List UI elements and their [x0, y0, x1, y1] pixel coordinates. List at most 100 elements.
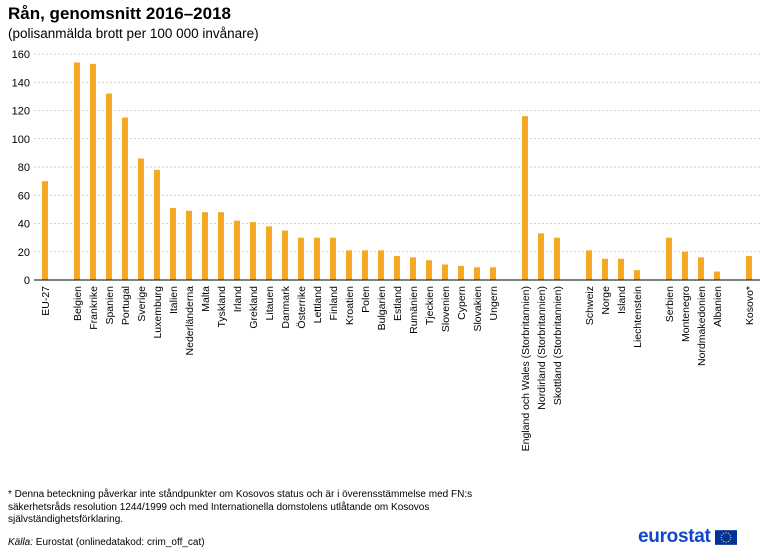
x-tick-label: Luxemburg [152, 286, 164, 339]
x-tick-label: Polen [360, 286, 372, 313]
x-tick-label: Kosovo* [744, 286, 756, 325]
x-tick-label: Portugal [120, 286, 132, 325]
x-tick-label: Albanien [712, 286, 724, 327]
bar [282, 230, 288, 280]
y-tick-label: 80 [18, 162, 30, 174]
x-tick-label: Österrike [296, 286, 308, 329]
x-tick-label: Island [616, 286, 628, 314]
x-tick-label: Tyskland [216, 286, 228, 328]
bar [154, 169, 160, 280]
bar [602, 258, 608, 280]
x-tick-label: Irland [232, 286, 244, 312]
x-tick-label: Belgien [72, 286, 84, 321]
bar [330, 237, 336, 280]
source-note: Källa: Eurostat (onlinedatakod: crim_off… [8, 537, 205, 549]
bar [170, 207, 176, 280]
bar [554, 237, 560, 280]
bar [586, 250, 592, 280]
x-tick-label: Cypern [456, 286, 468, 320]
bar [474, 267, 480, 280]
bar [186, 210, 192, 280]
x-tick-label: Tjeckien [424, 286, 436, 325]
eurostat-logo-text: eurostat [638, 526, 711, 547]
bar [298, 237, 304, 280]
bar [746, 255, 752, 280]
source-text: Eurostat (onlinedatakod: crim_off_cat) [33, 537, 205, 548]
bar [202, 212, 208, 280]
x-tick-label: Sverige [136, 286, 148, 322]
x-tick-label: Italien [168, 286, 180, 314]
bar [106, 93, 112, 280]
x-tick-label: Slovakien [472, 286, 484, 332]
bar [538, 233, 544, 280]
x-tick-label: Nordirland (Storbritannien) [536, 286, 548, 410]
bars [42, 62, 752, 281]
x-tick-label: EU-27 [40, 286, 52, 316]
y-tick-label: 40 [18, 219, 30, 231]
bar [42, 181, 48, 280]
x-tick-label: Slovenien [440, 286, 452, 332]
x-tick-label: England och Wales (Storbritannien) [520, 286, 532, 451]
bar [138, 158, 144, 280]
x-tick-label: Danmark [280, 285, 292, 328]
x-tick-label: Liechtenstein [632, 286, 644, 348]
x-tick-label: Grekland [248, 286, 260, 329]
bar [394, 255, 400, 280]
bar [362, 250, 368, 280]
bar [346, 250, 352, 280]
y-tick-label: 100 [12, 134, 30, 146]
bar [426, 260, 432, 280]
x-tick-label: Serbien [664, 286, 676, 322]
x-tick-label: Malta [200, 286, 212, 312]
bar [74, 62, 80, 280]
chart-title: Rån, genomsnitt 2016–2018 [8, 4, 231, 23]
eu-flag-icon [714, 529, 737, 545]
eurostat-logo: eurostat [638, 526, 737, 548]
bar [634, 270, 640, 280]
bar [250, 222, 256, 280]
bar [410, 257, 416, 280]
x-tick-label: Nederländerna [184, 286, 196, 356]
bar [618, 258, 624, 280]
bar [682, 251, 688, 280]
bar [122, 117, 128, 280]
bar [442, 264, 448, 280]
y-tick-label: 20 [18, 247, 30, 259]
x-tick-label: Bulgarien [376, 286, 388, 331]
x-tick-label: Spanien [104, 286, 116, 325]
x-tick-label: Montenegro [680, 286, 692, 342]
y-tick-label: 160 [12, 49, 30, 61]
x-tick-label: Frankrike [88, 286, 100, 330]
bar [90, 63, 96, 281]
y-axis-ticks: 0 20 40 60 80 100 120 140 160 [12, 49, 30, 287]
y-tick-label: 0 [24, 275, 30, 287]
x-tick-label: Schweiz [584, 286, 596, 325]
source-label: Källa: [8, 537, 34, 548]
x-tick-label: Estland [392, 286, 404, 321]
y-tick-label: 120 [12, 106, 30, 118]
x-tick-label: Nordmakedonien [696, 286, 708, 366]
x-tick-label: Rumänien [408, 286, 420, 334]
y-tick-label: 140 [12, 77, 30, 89]
x-axis-labels: EU-27 Belgien Frankrike Spanien Portugal Sver… [40, 285, 756, 451]
bar-chart: 0 20 40 60 80 100 120 140 160 EU-27 Belgien Frankr… [12, 49, 760, 451]
bar [698, 257, 704, 280]
bar [378, 250, 384, 280]
x-tick-label: Norge [600, 286, 612, 315]
bar [714, 271, 720, 280]
bar [522, 116, 528, 281]
x-tick-label: Kroatien [344, 286, 356, 325]
bar [266, 226, 272, 280]
x-tick-label: Skottland (Storbritannien) [552, 286, 564, 405]
bar [666, 237, 672, 280]
bar [234, 220, 240, 280]
x-tick-label: Ungern [488, 286, 500, 321]
x-tick-label: Lettland [312, 286, 324, 324]
bar [314, 237, 320, 280]
y-tick-label: 60 [18, 190, 30, 202]
bar [458, 265, 464, 280]
chart-subtitle: (polisanmälda brott per 100 000 invånare… [8, 26, 259, 41]
bar [218, 212, 224, 280]
footnote: * Denna beteckning påverkar inte ståndpu… [8, 489, 473, 525]
x-tick-label: Litauen [264, 286, 276, 321]
